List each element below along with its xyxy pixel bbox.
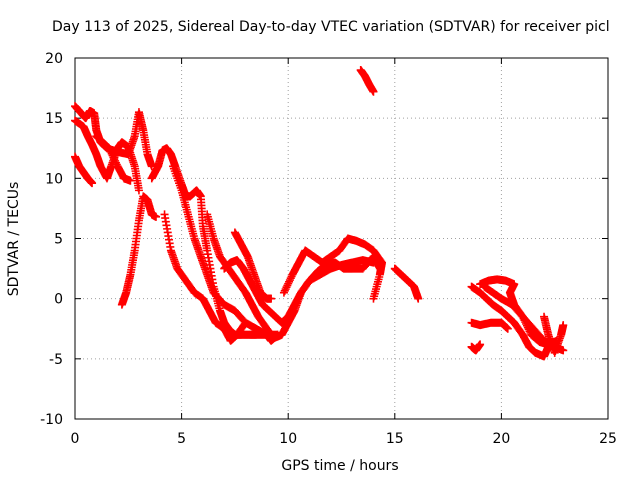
x-tick-label: 25 — [599, 431, 617, 447]
y-tick-label: 5 — [54, 232, 63, 248]
series-track-3 — [71, 152, 97, 188]
series-track-20 — [540, 312, 568, 357]
series-track-14 — [390, 264, 423, 303]
data-point — [414, 294, 423, 303]
grid — [75, 58, 608, 419]
y-tick-label: 0 — [54, 292, 63, 308]
y-axis-label: SDTVAR / TECUs — [6, 182, 22, 297]
series-track-12 — [279, 234, 387, 303]
series-track-5 — [117, 192, 161, 309]
x-axis-label: GPS time / hours — [281, 458, 398, 474]
chart-title: Day 113 of 2025, Sidereal Day-to-day VTE… — [52, 19, 610, 35]
data-point — [286, 274, 295, 283]
series-track-4 — [92, 132, 135, 185]
x-tick-label: 0 — [71, 431, 80, 447]
x-tick-label: 5 — [177, 431, 186, 447]
data-point — [282, 283, 291, 292]
data-point — [109, 153, 118, 162]
series-track-7 — [160, 210, 250, 345]
data-point — [283, 281, 292, 290]
data-point — [280, 286, 289, 295]
data-point — [126, 176, 135, 185]
data-point — [559, 346, 568, 355]
data-point — [559, 321, 568, 330]
series-track-17 — [467, 318, 512, 333]
data-point — [279, 288, 288, 297]
x-tick-label: 20 — [492, 431, 510, 447]
series-track-15 — [467, 282, 553, 361]
y-tick-label: -10 — [40, 412, 63, 428]
plot-frame — [74, 57, 609, 420]
y-tick-label: -5 — [49, 352, 63, 368]
data-marks — [71, 66, 568, 361]
y-tick-label: 15 — [45, 111, 63, 127]
series-track-18 — [467, 340, 485, 355]
data-point — [105, 144, 114, 153]
data-point — [105, 146, 114, 155]
data-point — [281, 285, 290, 294]
data-point — [111, 158, 120, 167]
y-tick-label: 20 — [45, 51, 63, 67]
data-point — [110, 155, 119, 164]
data-point — [267, 294, 276, 303]
data-point — [369, 294, 378, 303]
data-point — [106, 147, 115, 156]
data-point — [369, 87, 378, 96]
y-tick-label: 10 — [45, 171, 63, 187]
data-point — [476, 340, 485, 349]
series-track-11 — [220, 252, 384, 327]
data-point — [284, 279, 293, 288]
data-point — [503, 324, 512, 333]
data-point — [152, 212, 161, 221]
series-track-13 — [356, 66, 378, 96]
x-tick-label: 15 — [386, 431, 404, 447]
data-point — [107, 149, 116, 158]
data-point — [108, 151, 117, 160]
data-point — [88, 179, 97, 188]
data-point — [111, 156, 120, 165]
data-point — [285, 276, 294, 285]
series-track-2 — [71, 116, 143, 195]
x-tick-label: 10 — [279, 431, 297, 447]
data-point — [285, 277, 294, 286]
axis-ticks: 0 5 10 15 20 25 -10 -5 0 5 10 15 20 — [40, 51, 617, 447]
data-point — [134, 186, 143, 195]
